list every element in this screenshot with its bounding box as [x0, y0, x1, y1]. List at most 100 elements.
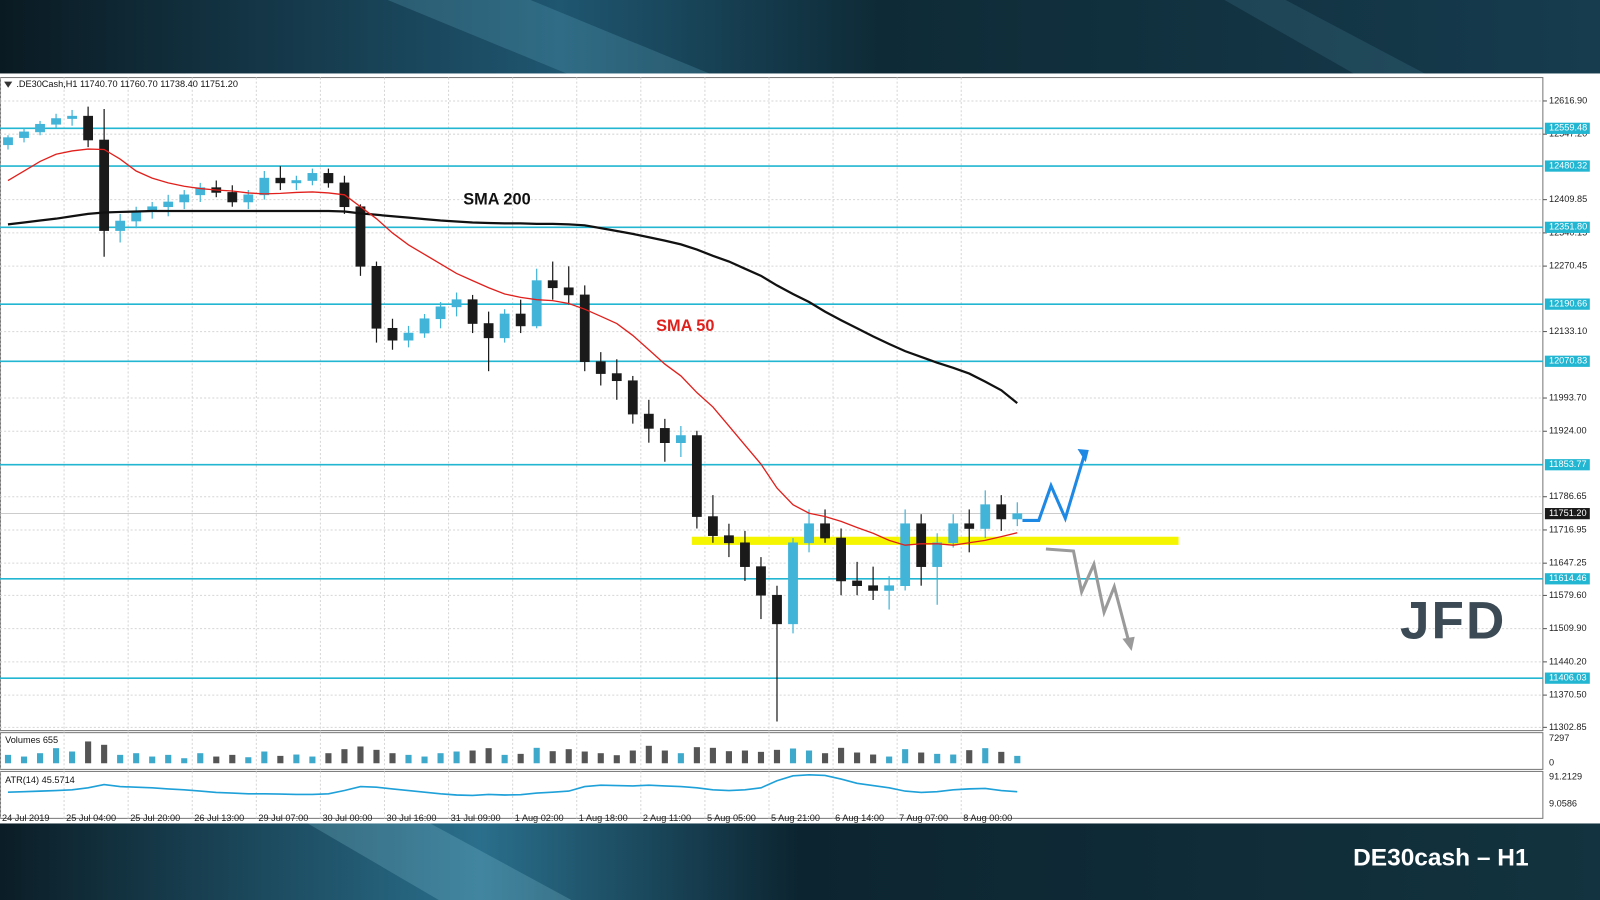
candle-body — [19, 131, 29, 138]
candle-body — [259, 177, 270, 196]
volume-bar — [773, 749, 781, 764]
x-tick-label: 26 Jul 13:00 — [194, 813, 244, 823]
volume-bar — [693, 747, 700, 764]
volume-bar — [117, 754, 124, 764]
candle-body — [35, 123, 45, 133]
footer-title: DE30cash – H1 — [1353, 845, 1528, 872]
volume-bar — [517, 753, 524, 764]
volume-bar — [277, 755, 284, 764]
candle-body — [243, 194, 254, 203]
y-tick-label: 11647.25 — [1549, 558, 1587, 568]
sma50-annotation: SMA 50 — [656, 317, 714, 335]
candle-body — [916, 523, 927, 567]
level-label: 12070.83 — [1549, 356, 1587, 366]
light-streak — [1224, 0, 1429, 76]
top-banner — [0, 0, 1600, 76]
volume-bar — [950, 754, 957, 764]
candle-body — [275, 177, 286, 184]
volume-bar — [197, 753, 204, 764]
volume-bar — [165, 754, 172, 764]
volume-bar — [4, 754, 12, 764]
candle-body — [83, 115, 94, 141]
candle-body — [740, 542, 750, 567]
level-label-box — [1544, 672, 1590, 684]
x-tick-label: 8 Aug 00:00 — [963, 813, 1012, 823]
volume-bar — [581, 751, 588, 764]
x-tick-label: 1 Aug 02:00 — [515, 813, 564, 823]
candle-body — [579, 294, 590, 362]
candle-body — [836, 537, 846, 582]
candle-body — [355, 206, 366, 267]
bearish-arrow-head — [1122, 636, 1135, 652]
candle-body — [852, 580, 862, 587]
x-tick-label: 31 Jul 09:00 — [451, 813, 501, 823]
volume-bar — [453, 751, 460, 764]
candle-body — [1012, 513, 1023, 520]
volume-bar — [821, 753, 829, 764]
current-price-box — [1544, 508, 1590, 520]
x-tick-label: 25 Jul 04:00 — [66, 813, 116, 823]
candle-body — [531, 280, 542, 327]
candle-body — [323, 173, 334, 184]
chart-header: .DE30Cash,H1 11740.70 11760.70 11738.40 … — [16, 79, 238, 89]
volume-bar — [757, 751, 765, 764]
sma-line — [7, 209, 1018, 405]
volume-bar — [1014, 755, 1021, 764]
y-tick-label: 11302.85 — [1549, 722, 1587, 732]
volume-bar — [725, 751, 732, 764]
candle-body — [563, 287, 574, 296]
volume-bar — [661, 750, 668, 764]
candle-body — [627, 380, 638, 415]
marks — [3, 106, 1023, 797]
candle-body — [643, 413, 654, 429]
levels: 12559.48 12480.32 12351.80 12190.66 12070.83… — [0, 122, 1590, 684]
volume-bar — [629, 750, 636, 764]
x-tick-label: 7 Aug 07:00 — [899, 813, 948, 823]
x-tick-label: 25 Jul 20:00 — [130, 813, 180, 823]
candle-body — [67, 115, 77, 119]
y-tick-label: 12133.10 — [1549, 326, 1587, 336]
candle-body — [115, 220, 126, 231]
candle-body — [708, 516, 718, 536]
bottom-banner — [0, 822, 1600, 900]
light-streak — [306, 822, 572, 900]
level-label-box — [1544, 355, 1590, 367]
x-tick-label: 30 Jul 16:00 — [387, 813, 437, 823]
y-tick-label: 11440.20 — [1549, 656, 1587, 666]
volume-bar — [309, 756, 316, 764]
volume-bar — [934, 753, 941, 764]
y-tick-label: 12409.85 — [1549, 194, 1587, 204]
chart-window — [0, 73, 1600, 824]
candle-body — [611, 373, 622, 382]
volume-bar — [838, 747, 845, 764]
candle-body — [227, 192, 238, 203]
y-tick-label: 11370.50 — [1549, 690, 1587, 700]
level-label-box — [1544, 221, 1590, 233]
candle-body — [131, 211, 142, 222]
volume-bar — [709, 747, 716, 764]
candle-body — [996, 504, 1007, 520]
candle-body — [964, 523, 975, 529]
candle-body — [195, 187, 206, 196]
candle-body — [163, 201, 174, 208]
y-tick-label: 11579.60 — [1549, 590, 1587, 600]
volume-bar — [389, 753, 396, 764]
volume-bar — [181, 758, 188, 764]
volume-bar — [421, 756, 428, 764]
atr-title: ATR(14) 45.5714 — [5, 775, 75, 785]
candle-body — [435, 306, 446, 320]
level-label: 12559.48 — [1549, 123, 1587, 133]
level-label-box — [1544, 298, 1590, 310]
x-tick-label: 1 Aug 18:00 — [579, 813, 628, 823]
logo: JFD — [1400, 592, 1506, 651]
candle-body — [788, 542, 798, 625]
sma-line — [7, 148, 1018, 546]
volume-bar — [741, 750, 749, 764]
menu-triangle — [4, 81, 13, 88]
candle-body — [804, 523, 814, 544]
level-label: 12351.80 — [1549, 222, 1587, 232]
candle-body — [467, 299, 478, 324]
candle-body — [547, 280, 558, 289]
y-tick-label: 11509.90 — [1549, 623, 1587, 633]
